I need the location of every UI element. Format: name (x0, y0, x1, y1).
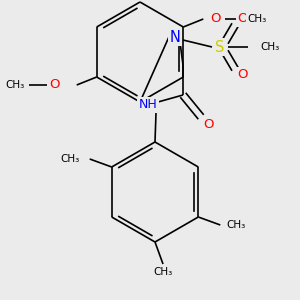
Text: NH: NH (139, 98, 158, 112)
Text: O: O (210, 13, 220, 26)
Text: O: O (238, 13, 248, 26)
Text: N: N (169, 29, 180, 44)
Text: S: S (215, 40, 225, 55)
Text: CH₃: CH₃ (248, 14, 267, 24)
Text: O: O (238, 68, 248, 82)
Text: CH₃: CH₃ (153, 267, 172, 277)
Text: CH₃: CH₃ (60, 154, 79, 164)
Text: O: O (50, 79, 60, 92)
Text: CH₃: CH₃ (260, 42, 280, 52)
Text: O: O (204, 118, 214, 131)
Text: CH₃: CH₃ (227, 220, 246, 230)
Text: CH₃: CH₃ (5, 80, 24, 90)
